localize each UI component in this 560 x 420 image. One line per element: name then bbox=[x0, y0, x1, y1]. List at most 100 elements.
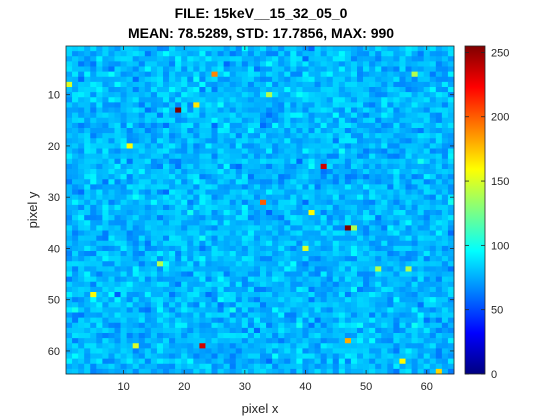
heatmap-cell bbox=[132, 271, 140, 277]
heatmap-cell bbox=[290, 251, 297, 257]
heatmap-cell bbox=[66, 343, 73, 349]
heatmap-cell bbox=[138, 143, 146, 149]
heatmap-cell bbox=[381, 292, 388, 298]
heatmap-cell bbox=[156, 81, 164, 88]
heatmap-cell bbox=[217, 286, 224, 293]
heatmap-cell bbox=[447, 76, 455, 83]
heatmap-cell bbox=[375, 245, 382, 252]
heatmap-cell bbox=[144, 128, 152, 134]
heatmap-cell bbox=[314, 338, 321, 344]
heatmap-cell bbox=[411, 56, 418, 62]
heatmap-cell bbox=[441, 148, 449, 154]
heatmap-cell bbox=[320, 194, 328, 201]
heatmap-cell bbox=[156, 302, 164, 308]
heatmap-cell bbox=[108, 102, 115, 108]
heatmap-cell bbox=[253, 230, 261, 236]
heatmap-cell bbox=[405, 102, 412, 108]
heatmap-cell bbox=[96, 343, 103, 349]
heatmap-cell bbox=[187, 189, 194, 195]
heatmap-cell bbox=[387, 286, 394, 293]
heatmap-cell bbox=[193, 97, 200, 103]
heatmap-cell bbox=[441, 76, 449, 83]
heatmap-cell bbox=[96, 97, 103, 103]
heatmap-cell bbox=[429, 286, 437, 293]
heatmap-cell bbox=[169, 148, 176, 154]
heatmap-cell bbox=[338, 92, 346, 98]
heatmap-cell bbox=[296, 199, 303, 206]
heatmap-cell bbox=[393, 220, 400, 226]
heatmap-cell bbox=[393, 363, 400, 370]
heatmap-cell bbox=[266, 81, 273, 88]
heatmap-cell bbox=[344, 230, 352, 236]
heatmap-cell bbox=[326, 271, 334, 277]
heatmap-cell bbox=[205, 302, 212, 308]
heatmap-cell bbox=[223, 148, 231, 154]
heatmap-cell bbox=[193, 46, 200, 52]
heatmap-cell bbox=[223, 46, 231, 52]
heatmap-cell bbox=[108, 363, 115, 370]
heatmap-cell bbox=[114, 71, 121, 78]
x-tick-label: 20 bbox=[178, 381, 190, 393]
heatmap-cell bbox=[132, 163, 140, 170]
heatmap-cell bbox=[296, 76, 303, 83]
heatmap-cell bbox=[229, 240, 237, 247]
heatmap-cell bbox=[308, 266, 315, 272]
heatmap-cell bbox=[66, 117, 73, 124]
heatmap-cell bbox=[314, 122, 321, 129]
heatmap-cell bbox=[447, 230, 455, 236]
heatmap-cell bbox=[163, 107, 170, 113]
heatmap-cell bbox=[114, 87, 121, 93]
heatmap-cell bbox=[181, 245, 188, 252]
heatmap-cell bbox=[447, 112, 455, 119]
heatmap-cell bbox=[132, 327, 140, 334]
heatmap-cell bbox=[338, 343, 346, 349]
heatmap-cell bbox=[350, 210, 358, 216]
heatmap-cell bbox=[138, 297, 146, 303]
heatmap-cell bbox=[393, 61, 400, 67]
heatmap-cell bbox=[235, 281, 243, 288]
heatmap-cell bbox=[138, 179, 146, 185]
heatmap-cell bbox=[308, 220, 315, 226]
heatmap-cell bbox=[144, 225, 152, 231]
heatmap-cell bbox=[278, 271, 285, 277]
heatmap-cell bbox=[417, 61, 425, 67]
heatmap-cell bbox=[278, 210, 285, 216]
heatmap-cell bbox=[175, 338, 182, 344]
heatmap-cell bbox=[229, 81, 237, 88]
heatmap-cell bbox=[375, 353, 382, 359]
heatmap-cell bbox=[132, 307, 140, 313]
heatmap-cell bbox=[163, 348, 170, 354]
heatmap-cell bbox=[235, 204, 243, 211]
heatmap-cell bbox=[326, 327, 334, 334]
heatmap-cell bbox=[229, 276, 237, 283]
heatmap-cell bbox=[393, 333, 400, 339]
heatmap-cell bbox=[96, 256, 103, 262]
heatmap-cell bbox=[405, 143, 412, 149]
heatmap-cell bbox=[266, 153, 273, 160]
heatmap-cell bbox=[284, 261, 291, 267]
heatmap-cell bbox=[90, 353, 97, 359]
heatmap-cell bbox=[272, 122, 279, 129]
heatmap-cell bbox=[447, 138, 455, 144]
heatmap-cell bbox=[181, 271, 188, 277]
heatmap-cell bbox=[326, 312, 334, 318]
heatmap-cell bbox=[260, 210, 267, 216]
heatmap-cell bbox=[132, 87, 140, 93]
heatmap-cell bbox=[96, 266, 103, 272]
heatmap-cell bbox=[296, 61, 303, 67]
heatmap-cell bbox=[369, 286, 376, 293]
heatmap-cell bbox=[163, 327, 170, 334]
heatmap-cell bbox=[144, 194, 152, 201]
heatmap-cell bbox=[387, 199, 394, 206]
heatmap-cell bbox=[193, 71, 200, 78]
heatmap-cell bbox=[223, 66, 231, 72]
heatmap-cell bbox=[284, 245, 291, 252]
heatmap-cell bbox=[96, 199, 103, 206]
heatmap-cell bbox=[308, 102, 315, 108]
heatmap-cell bbox=[357, 179, 364, 185]
heatmap-cell bbox=[253, 143, 261, 149]
heatmap-cell bbox=[247, 256, 255, 262]
heatmap-cell bbox=[163, 46, 170, 52]
heatmap-cell bbox=[90, 143, 97, 149]
heatmap-cell bbox=[272, 235, 279, 242]
